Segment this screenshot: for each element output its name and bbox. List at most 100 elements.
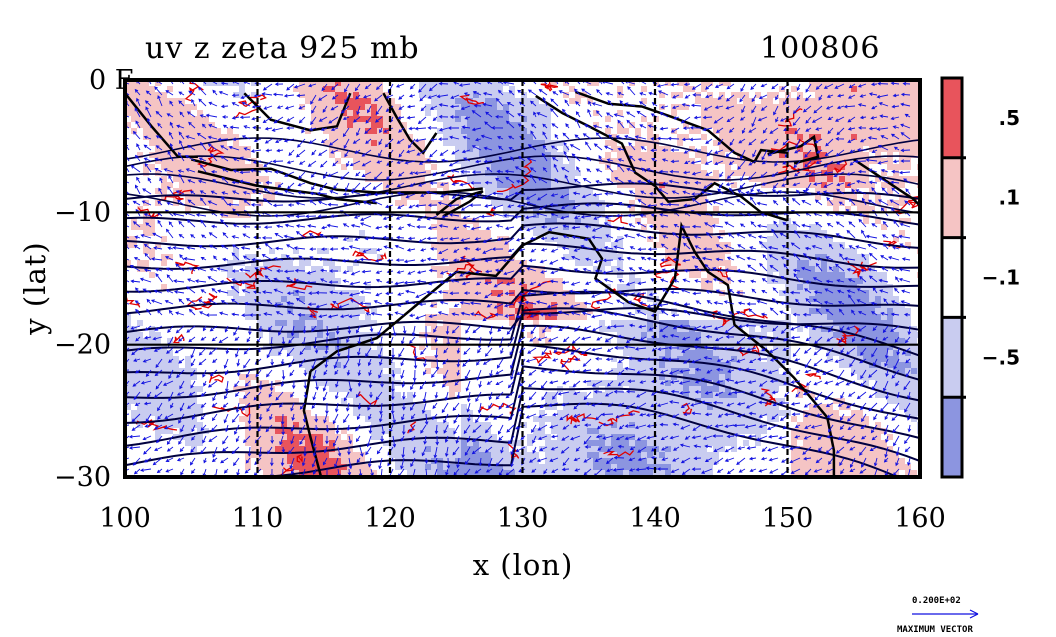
vorticity-cell xyxy=(581,428,587,434)
vorticity-cell xyxy=(371,98,377,104)
vorticity-cell xyxy=(509,134,515,140)
vorticity-cell xyxy=(143,224,149,230)
vorticity-cell xyxy=(257,446,263,452)
vorticity-cell xyxy=(467,428,473,434)
vorticity-cell xyxy=(611,404,617,410)
vorticity-cell xyxy=(131,344,137,350)
vorticity-cell xyxy=(137,368,143,374)
vorticity-cell xyxy=(155,80,161,86)
vorticity-cell xyxy=(347,80,353,86)
vorticity-cell xyxy=(365,98,371,104)
vorticity-cell xyxy=(437,470,443,476)
vorticity-cell xyxy=(551,404,557,410)
vorticity-cell xyxy=(395,104,401,110)
vorticity-cell xyxy=(497,92,503,98)
vorticity-cell xyxy=(455,278,461,284)
vorticity-cell xyxy=(755,116,761,122)
vorticity-cell xyxy=(683,80,689,86)
vorticity-cell xyxy=(161,254,167,260)
vorticity-cell xyxy=(269,428,275,434)
vorticity-cell xyxy=(545,116,551,122)
vorticity-cell xyxy=(371,176,377,182)
vorticity-cell xyxy=(623,464,629,470)
vorticity-cell xyxy=(149,356,155,362)
vorticity-cell xyxy=(383,398,389,404)
vorticity-cell xyxy=(803,164,809,170)
vorticity-cell xyxy=(665,332,671,338)
vorticity-cell xyxy=(473,86,479,92)
vorticity-cell xyxy=(659,464,665,470)
vorticity-cell xyxy=(869,104,875,110)
vorticity-cell xyxy=(143,338,149,344)
vorticity-cell xyxy=(863,260,869,266)
vorticity-cell xyxy=(887,140,893,146)
vorticity-cell xyxy=(515,260,521,266)
vorticity-cell xyxy=(845,248,851,254)
vorticity-cell xyxy=(185,152,191,158)
vorticity-cell xyxy=(683,398,689,404)
vorticity-cell xyxy=(839,344,845,350)
vorticity-cell xyxy=(359,98,365,104)
vorticity-cell xyxy=(491,140,497,146)
vorticity-cell xyxy=(791,302,797,308)
vorticity-cell xyxy=(479,440,485,446)
vorticity-cell xyxy=(629,278,635,284)
vorticity-cell xyxy=(167,398,173,404)
vorticity-cell xyxy=(359,320,365,326)
vorticity-cell xyxy=(389,398,395,404)
vorticity-cell xyxy=(359,392,365,398)
vorticity-cell xyxy=(587,206,593,212)
vorticity-cell xyxy=(701,404,707,410)
vorticity-cell xyxy=(485,134,491,140)
vorticity-cell xyxy=(461,242,467,248)
vorticity-cell xyxy=(833,158,839,164)
vorticity-cell xyxy=(809,98,815,104)
vorticity-cell xyxy=(821,230,827,236)
vorticity-cell xyxy=(779,380,785,386)
vorticity-cell xyxy=(245,170,251,176)
vorticity-cell xyxy=(353,356,359,362)
vorticity-cell xyxy=(323,248,329,254)
vorticity-cell xyxy=(257,320,263,326)
vorticity-cell xyxy=(671,260,677,266)
vorticity-cell xyxy=(233,284,239,290)
vorticity-cell xyxy=(671,218,677,224)
vorticity-cell xyxy=(359,386,365,392)
vorticity-cell xyxy=(299,266,305,272)
vorticity-cell xyxy=(869,122,875,128)
vorticity-cell xyxy=(467,86,473,92)
vorticity-cell xyxy=(659,434,665,440)
vorticity-cell xyxy=(665,410,671,416)
vorticity-cell xyxy=(755,386,761,392)
vorticity-cell xyxy=(491,452,497,458)
vorticity-cell xyxy=(479,296,485,302)
vorticity-cell xyxy=(701,104,707,110)
vorticity-cell xyxy=(569,452,575,458)
vorticity-cell xyxy=(647,218,653,224)
vorticity-cell xyxy=(251,314,257,320)
vorticity-cell xyxy=(773,224,779,230)
vorticity-cell xyxy=(881,356,887,362)
vorticity-cell xyxy=(329,434,335,440)
vorticity-cell xyxy=(725,356,731,362)
vorticity-cell xyxy=(449,86,455,92)
vorticity-cell xyxy=(185,176,191,182)
vorticity-cell xyxy=(179,188,185,194)
vorticity-cell xyxy=(509,86,515,92)
vorticity-cell xyxy=(179,164,185,170)
vorticity-cell xyxy=(479,230,485,236)
vorticity-cell xyxy=(275,404,281,410)
vorticity-cell xyxy=(719,434,725,440)
vorticity-cell xyxy=(305,98,311,104)
vorticity-cell xyxy=(125,386,131,392)
vorticity-cell xyxy=(659,152,665,158)
vorticity-cell xyxy=(275,458,281,464)
vorticity-cell xyxy=(821,242,827,248)
vorticity-cell xyxy=(527,212,533,218)
vorticity-cell xyxy=(809,404,815,410)
vorticity-cell xyxy=(617,392,623,398)
vorticity-cell xyxy=(755,410,761,416)
vorticity-cell xyxy=(623,398,629,404)
vorticity-cell xyxy=(707,272,713,278)
vorticity-cell xyxy=(407,134,413,140)
